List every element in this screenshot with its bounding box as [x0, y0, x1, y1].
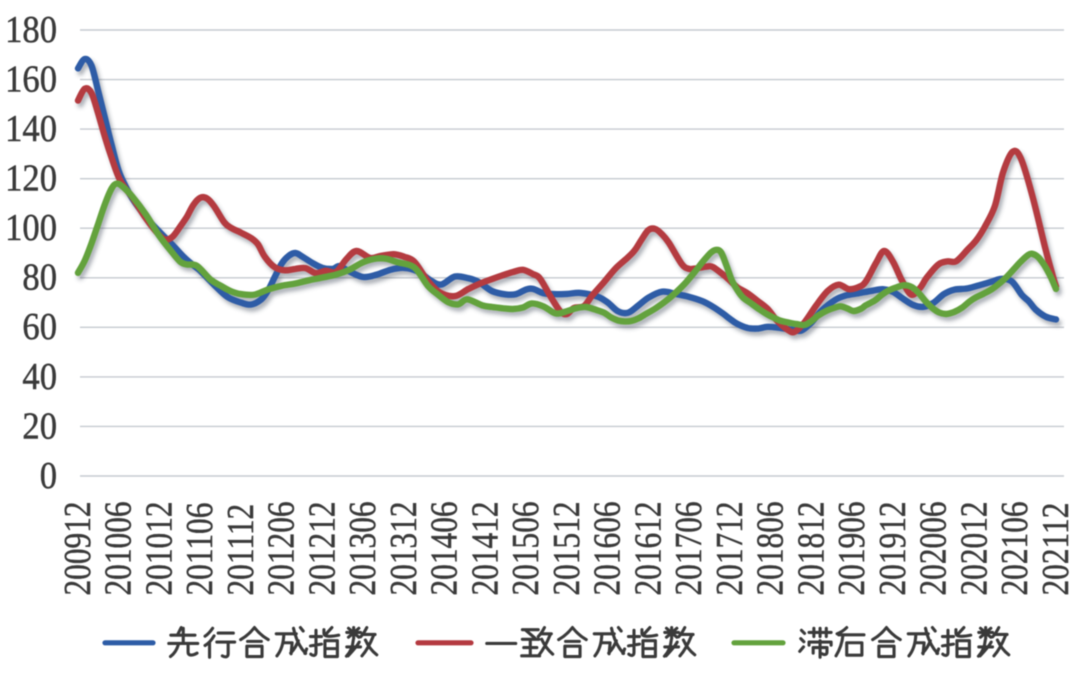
svg-text:201106: 201106 [178, 503, 221, 596]
svg-text:201412: 201412 [464, 501, 507, 595]
svg-text:201312: 201312 [382, 501, 425, 595]
svg-text:100: 100 [5, 207, 57, 249]
svg-text:80: 80 [22, 256, 57, 298]
svg-text:202006: 202006 [912, 501, 955, 595]
svg-text:201612: 201612 [627, 501, 670, 595]
svg-text:201006: 201006 [97, 501, 140, 595]
svg-text:200912: 200912 [56, 501, 99, 595]
svg-text:201406: 201406 [423, 501, 466, 595]
svg-text:201306: 201306 [341, 501, 384, 595]
svg-text:201912: 201912 [871, 501, 914, 595]
svg-text:60: 60 [22, 306, 57, 348]
svg-text:20: 20 [22, 405, 57, 447]
svg-text:201906: 201906 [830, 501, 873, 595]
svg-text:202012: 202012 [953, 501, 996, 595]
svg-text:201706: 201706 [667, 501, 710, 595]
svg-text:140: 140 [5, 108, 57, 150]
svg-text:201506: 201506 [504, 501, 547, 595]
svg-text:180: 180 [5, 8, 57, 50]
svg-text:202112: 202112 [1034, 503, 1077, 596]
svg-text:160: 160 [5, 58, 57, 100]
svg-text:201812: 201812 [790, 501, 833, 595]
svg-text:201012: 201012 [138, 501, 181, 595]
svg-text:201712: 201712 [708, 501, 751, 595]
svg-text:201512: 201512 [545, 501, 588, 595]
svg-text:120: 120 [5, 157, 57, 199]
svg-text:201112: 201112 [219, 504, 262, 596]
svg-text:201806: 201806 [749, 501, 792, 595]
svg-text:40: 40 [22, 355, 57, 397]
svg-text:201212: 201212 [301, 501, 344, 595]
svg-text:0: 0 [40, 454, 57, 496]
svg-text:201206: 201206 [260, 501, 303, 595]
svg-text:201606: 201606 [586, 501, 629, 595]
svg-text:202106: 202106 [993, 501, 1036, 595]
